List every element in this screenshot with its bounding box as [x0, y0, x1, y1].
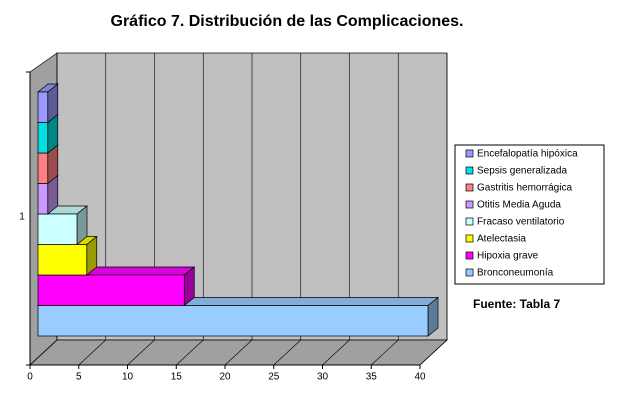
legend-swatch	[465, 200, 474, 209]
x-tick-label: 40	[414, 372, 426, 383]
bar	[37, 213, 78, 245]
bar	[37, 274, 185, 306]
legend-swatch	[465, 149, 474, 158]
legend-swatch	[465, 268, 474, 277]
grid-line	[322, 339, 350, 366]
legend-swatch	[465, 183, 474, 192]
grid-line	[127, 339, 155, 366]
legend	[454, 144, 605, 285]
legend-label: Otitis Media Aguda	[477, 200, 561, 211]
legend-label: Atelectasia	[477, 234, 526, 245]
legend-swatch	[465, 234, 474, 243]
bar	[37, 91, 49, 123]
grid-line	[78, 339, 106, 366]
x-tick-label: 25	[268, 372, 280, 383]
legend-swatch	[465, 166, 474, 175]
x-tick-label: 5	[76, 372, 82, 383]
grid-line	[419, 339, 448, 366]
annotation: Fuente: Tabla 7	[473, 297, 560, 311]
y-tick-label: 1	[19, 212, 25, 223]
legend-label: Bronconeumonía	[477, 268, 554, 279]
legend-label: Sepsis generalizada	[477, 166, 567, 177]
legend-label: Hipoxia grave	[477, 251, 539, 262]
x-tick-label: 0	[27, 372, 33, 383]
x-tick-label: 10	[122, 372, 134, 383]
legend-label: Fracaso ventilatorio	[477, 217, 565, 228]
bar	[37, 244, 88, 276]
legend-swatch	[465, 217, 474, 226]
legend-swatch	[465, 251, 474, 260]
bar	[37, 183, 49, 215]
grid-line	[176, 339, 204, 366]
grid-line	[273, 339, 301, 366]
grid-line	[29, 339, 58, 366]
x-tick-label: 30	[317, 372, 329, 383]
chart-title: Gráfico 7. Distribución de las Complicac…	[111, 13, 464, 30]
x-tick-label: 20	[219, 372, 231, 383]
bar	[37, 305, 429, 337]
bar	[37, 122, 49, 154]
legend-label: Gastritis hemorrágica	[477, 183, 572, 194]
x-tick-label: 35	[366, 372, 378, 383]
legend-label: Encefalopatía hipóxica	[477, 149, 578, 160]
grid-line	[371, 339, 399, 366]
grid-line	[224, 339, 253, 366]
bar	[37, 152, 49, 184]
x-tick-label: 15	[171, 372, 183, 383]
